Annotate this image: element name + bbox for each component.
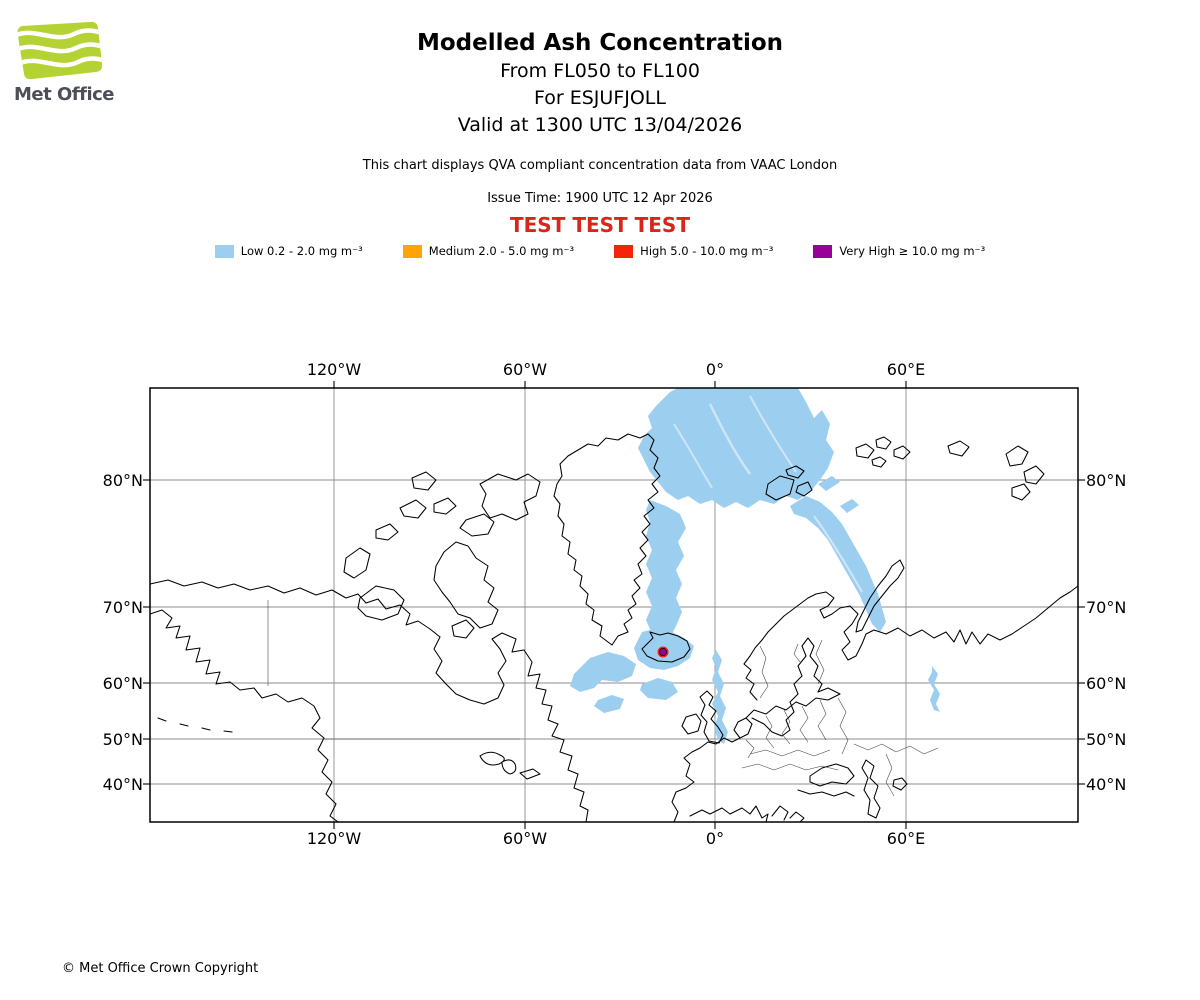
legend-label-high: High 5.0 - 10.0 mg m⁻³ bbox=[640, 244, 774, 258]
copyright-notice: © Met Office Crown Copyright bbox=[62, 961, 259, 976]
y-axis-label-left-70n: 70°N bbox=[102, 598, 143, 617]
title-block: Modelled Ash Concentration From FL050 to… bbox=[0, 28, 1200, 139]
legend-label-low: Low 0.2 - 2.0 mg m⁻³ bbox=[240, 244, 363, 258]
y-axis-label-right-80n: 80°N bbox=[1086, 471, 1127, 490]
y-axis-label-right-70n: 70°N bbox=[1086, 598, 1127, 617]
country-borders bbox=[267, 600, 939, 797]
subtitle-flight-levels: From FL050 to FL100 bbox=[500, 60, 700, 82]
legend-item-medium: Medium 2.0 - 5.0 mg m⁻³ bbox=[402, 244, 575, 258]
y-axis-label-left-80n: 80°N bbox=[102, 471, 143, 490]
issue-time: Issue Time: 1900 UTC 12 Apr 2026 bbox=[487, 191, 713, 206]
y-axis-label-right-60n: 60°N bbox=[1086, 674, 1127, 693]
y-axis-label-right-50n: 50°N bbox=[1086, 730, 1127, 749]
x-axis-label-top-120w: 120°W bbox=[306, 360, 362, 379]
ash-cloud-low-region bbox=[570, 388, 940, 744]
met-office-logo: Met Office bbox=[14, 20, 124, 105]
page-title: Modelled Ash Concentration bbox=[416, 30, 784, 56]
logo-wordmark: Met Office bbox=[14, 84, 115, 105]
legend-swatch-low bbox=[214, 244, 234, 258]
x-axis-label-top-60w: 60°W bbox=[502, 360, 548, 379]
x-axis-label-bottom-0: 0° bbox=[705, 829, 725, 848]
map-frame bbox=[149, 387, 1079, 823]
graticule-grid bbox=[150, 388, 1078, 822]
axis-ticks bbox=[143, 381, 1085, 829]
legend-swatch-high bbox=[614, 244, 634, 258]
y-axis-label-left-50n: 50°N bbox=[102, 730, 143, 749]
x-axis-label-bottom-120w: 120°W bbox=[306, 829, 362, 848]
legend-label-medium: Medium 2.0 - 5.0 mg m⁻³ bbox=[428, 244, 575, 258]
y-axis-label-right-40n: 40°N bbox=[1086, 775, 1127, 794]
chart-description: This chart displays QVA compliant concen… bbox=[362, 158, 838, 173]
concentration-legend: Low 0.2 - 2.0 mg m⁻³ Medium 2.0 - 5.0 mg… bbox=[0, 244, 1200, 258]
ash-concentration-map bbox=[143, 381, 1085, 829]
legend-swatch-medium bbox=[402, 244, 422, 258]
met-office-logo-icon bbox=[17, 21, 103, 80]
test-banner: TEST TEST TEST bbox=[510, 213, 690, 237]
ash-streak-texture bbox=[673, 395, 863, 593]
subtitle-valid-time: Valid at 1300 UTC 13/04/2026 bbox=[457, 114, 743, 136]
coastlines bbox=[150, 433, 1078, 822]
volcano-very-high-dot bbox=[658, 647, 667, 656]
legend-label-very-high: Very High ≥ 10.0 mg m⁻³ bbox=[839, 244, 986, 258]
subtitle-volcano: For ESJUFJOLL bbox=[534, 87, 666, 109]
volcano-marker bbox=[657, 646, 669, 658]
x-axis-label-top-60e: 60°E bbox=[886, 360, 926, 379]
x-axis-label-bottom-60w: 60°W bbox=[502, 829, 548, 848]
legend-item-high: High 5.0 - 10.0 mg m⁻³ bbox=[614, 244, 773, 258]
x-axis-label-bottom-60e: 60°E bbox=[886, 829, 926, 848]
legend-item-very-high: Very High ≥ 10.0 mg m⁻³ bbox=[813, 244, 985, 258]
y-axis-label-left-60n: 60°N bbox=[102, 674, 143, 693]
x-axis-label-top-0: 0° bbox=[705, 360, 725, 379]
legend-swatch-very-high bbox=[813, 244, 833, 258]
legend-item-low: Low 0.2 - 2.0 mg m⁻³ bbox=[214, 244, 363, 258]
y-axis-label-left-40n: 40°N bbox=[102, 775, 143, 794]
